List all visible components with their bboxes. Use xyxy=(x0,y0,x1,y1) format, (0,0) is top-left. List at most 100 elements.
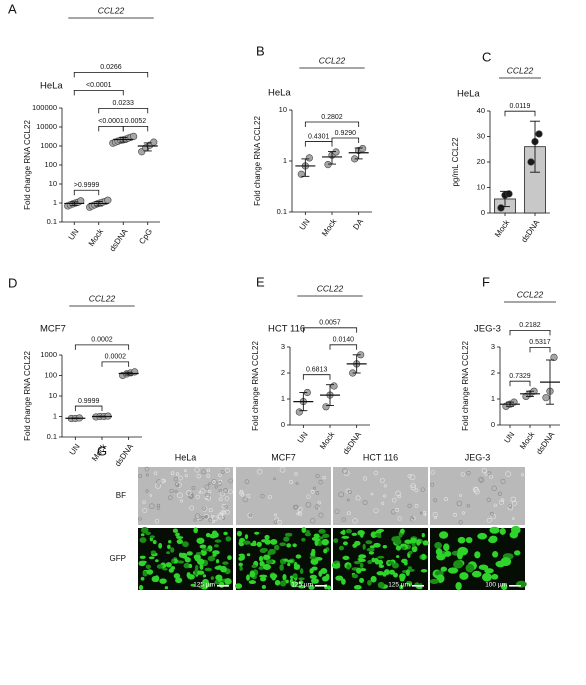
cell xyxy=(263,554,271,560)
cell xyxy=(259,576,267,582)
cell xyxy=(254,531,260,535)
cell xyxy=(165,551,171,555)
scale-bar-label: 100 µm xyxy=(485,582,507,589)
cell xyxy=(175,536,184,539)
p-value: 0.2802 xyxy=(321,114,343,121)
x-tick-label: dsDNA xyxy=(108,227,130,253)
cell xyxy=(453,560,464,569)
cell xyxy=(508,504,512,508)
cell xyxy=(242,496,249,503)
cell xyxy=(294,472,298,476)
y-tick-label: 0 xyxy=(491,420,495,429)
image-bg xyxy=(333,467,428,525)
cell xyxy=(297,507,303,513)
cell xyxy=(220,470,225,474)
p-value: 0.4301 xyxy=(308,133,330,140)
cell xyxy=(439,531,449,539)
cell xyxy=(145,489,149,493)
cell xyxy=(408,550,413,555)
cell xyxy=(460,472,465,477)
cell xyxy=(184,557,191,563)
cell xyxy=(389,569,395,575)
cell xyxy=(218,488,222,493)
data-point xyxy=(295,408,303,416)
p-value: 0.0052 xyxy=(125,118,147,125)
y-tick-label: 3 xyxy=(491,342,495,351)
cell xyxy=(481,572,492,582)
cell xyxy=(206,468,211,473)
cell xyxy=(292,543,297,548)
cell xyxy=(262,563,271,571)
p-value: 0.2182 xyxy=(519,322,541,329)
cell xyxy=(208,518,213,523)
cell xyxy=(193,518,197,522)
cell xyxy=(301,527,307,533)
p-value: 0.0140 xyxy=(333,337,355,344)
cell xyxy=(345,488,351,494)
cell xyxy=(295,554,302,559)
cell xyxy=(310,489,315,494)
micrograph-gfp xyxy=(331,528,429,590)
cell xyxy=(497,491,502,496)
micrograph-bf xyxy=(138,466,233,525)
cell xyxy=(154,519,160,524)
cell xyxy=(175,577,183,584)
cell xyxy=(239,566,243,571)
cell xyxy=(401,546,406,550)
cell xyxy=(217,577,223,582)
cell xyxy=(141,526,149,534)
x-tick-label: DA xyxy=(351,217,365,232)
cell xyxy=(218,473,222,478)
cell xyxy=(248,580,257,585)
x-tick-label: UN xyxy=(68,442,82,457)
cell xyxy=(210,576,215,580)
cell xyxy=(346,564,351,570)
gene-label: CCL22 xyxy=(319,55,346,65)
cell xyxy=(507,505,514,511)
cell xyxy=(492,551,499,558)
cell xyxy=(453,512,457,517)
cell xyxy=(393,572,398,578)
cell xyxy=(394,535,401,542)
cell xyxy=(176,484,179,488)
scale-bar xyxy=(412,585,424,587)
cell xyxy=(391,497,397,503)
cell xyxy=(204,567,213,572)
cell xyxy=(373,470,379,476)
y-tick-label: 0 xyxy=(281,420,285,429)
cell xyxy=(149,503,155,509)
cell-line: MCF7 xyxy=(40,324,66,335)
p-value: 0.7329 xyxy=(509,373,531,380)
cell xyxy=(207,555,216,562)
cell xyxy=(173,476,179,482)
cell xyxy=(342,541,348,546)
column-label: HeLa xyxy=(175,452,197,462)
cell xyxy=(399,584,404,590)
cell xyxy=(321,538,329,546)
significance-bracket xyxy=(122,126,149,132)
cell xyxy=(298,577,305,581)
cell xyxy=(182,541,189,548)
y-tick-label: 100 xyxy=(44,160,57,169)
cell xyxy=(205,493,210,498)
cell xyxy=(211,479,217,485)
cell xyxy=(183,469,187,473)
panel-letter: F xyxy=(482,274,490,289)
cell xyxy=(324,584,328,590)
cell xyxy=(315,557,323,561)
cell xyxy=(153,471,158,475)
p-value: 0.0002 xyxy=(91,337,113,344)
cell xyxy=(377,559,384,566)
p-value: 0.0119 xyxy=(510,103,531,110)
cell xyxy=(162,567,168,571)
x-tick-label: CpG xyxy=(137,227,154,246)
cell xyxy=(196,558,205,565)
y-tick-label: 10 xyxy=(279,105,287,114)
cell xyxy=(239,490,244,496)
cell xyxy=(265,559,274,565)
gene-label: CCL22 xyxy=(317,283,344,293)
cell xyxy=(138,516,142,521)
cell xyxy=(277,519,283,525)
cell xyxy=(489,511,494,516)
cell xyxy=(186,490,192,496)
